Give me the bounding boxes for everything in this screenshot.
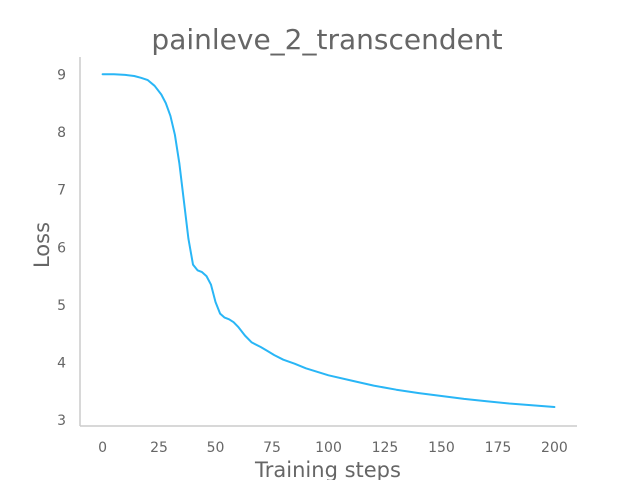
x-tick-label: 150: [428, 440, 455, 456]
y-tick-label: 8: [57, 125, 66, 141]
x-axis-label: Training steps: [254, 458, 401, 480]
x-tick-label: 75: [263, 440, 281, 456]
x-tick-label: 175: [485, 440, 512, 456]
series-layer: [101, 73, 556, 408]
y-tick-label: 9: [57, 67, 66, 83]
y-axis-label: Loss: [30, 222, 54, 268]
y-tick-label: 3: [57, 413, 66, 429]
y-tick-label: 6: [57, 240, 66, 256]
y-tick-labels: 3 4 5 6 7 8 9: [57, 67, 66, 429]
x-tick-label: 0: [98, 440, 107, 456]
y-tick-label: 4: [57, 356, 66, 372]
x-tick-label: 25: [150, 440, 168, 456]
x-tick-label: 200: [541, 440, 568, 456]
x-tick-label: 100: [315, 440, 342, 456]
x-tick-label: 125: [372, 440, 399, 456]
loss-series-line: [101, 73, 556, 408]
x-tick-labels: 0 25 50 75 100 125 150 175 200: [98, 440, 568, 456]
x-tick-label: 50: [207, 440, 225, 456]
y-tick-label: 7: [57, 183, 66, 199]
y-tick-label: 5: [57, 298, 66, 314]
chart-title: painleve_2_transcendent: [151, 23, 502, 56]
